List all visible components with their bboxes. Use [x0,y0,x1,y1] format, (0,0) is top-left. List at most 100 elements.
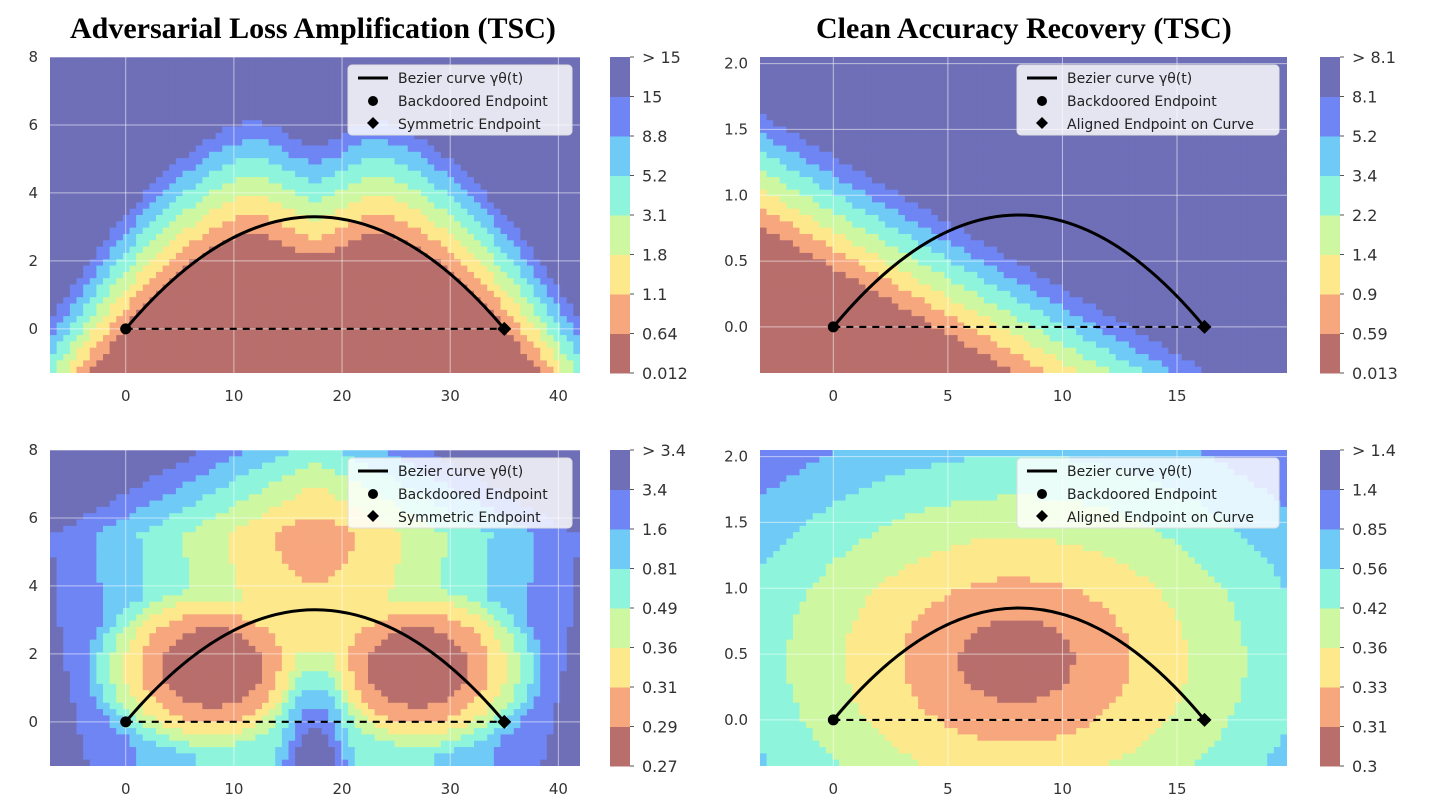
colorbar-tick-label: 1.1 [642,285,667,304]
legend-entry: Backdoored Endpoint [1067,94,1217,110]
legend: Bezier curve γθ(t) Backdoored Endpoint Ali… [1016,64,1280,136]
legend-diamond-swatch [367,117,379,129]
colorbar-tick-label: 1.6 [642,520,667,539]
x-tick-label: 10 [1053,387,1072,405]
colorbar-band [1320,608,1340,648]
legend-entry: Bezier curve γθ(t) [398,71,523,87]
y-tick-label: 1.0 [724,186,748,204]
colorbar-band [1320,450,1340,490]
colorbar-band [610,450,630,490]
colorbar-tick-label: 0.49 [642,599,678,618]
y-tick-label: 2.0 [724,55,748,73]
legend: Bezier curve γθ(t) Backdoored Endpoint Sym… [347,64,573,136]
colorbar-tick-label: 8.1 [1352,88,1377,107]
x-tick-label: 15 [1167,780,1186,798]
colorbar-tick-label: 0.27 [642,757,678,776]
legend: Bezier curve γθ(t) Backdoored Endpoint Ali… [1016,457,1280,529]
colorbar-tick-label: 15 [642,88,662,107]
x-tick-label: 20 [332,780,351,798]
y-tick-label: 0 [28,713,38,731]
colorbar-tick-label: > 15 [642,48,681,67]
y-tick-label: 1.5 [724,513,748,531]
x-tick-label: 15 [1167,387,1186,405]
legend-circle-swatch [368,96,378,106]
legend-entry: Bezier curve γθ(t) [1067,464,1192,480]
backdoored-endpoint-marker [827,714,839,726]
legend-entry: Backdoored Endpoint [1067,487,1217,503]
colorbar-tick-label: 3.1 [642,206,667,225]
colorbar-band [610,175,630,216]
colorbar-band [610,333,630,374]
colorbar-tick-label: 5.2 [1352,127,1377,146]
colorbar-tick-label: 0.42 [1352,599,1388,618]
legend-diamond-swatch [1036,510,1048,522]
legend-entry: Bezier curve γθ(t) [398,464,523,480]
x-tick-label: 20 [332,387,351,405]
chart-title-left: Adversarial Loss Amplification (TSC) [70,12,556,45]
legend-diamond-swatch [1036,117,1048,129]
x-tick-label: 5 [943,387,953,405]
backdoored-endpoint-marker [120,716,132,728]
y-tick-label: 8 [28,441,38,459]
legend-entry: Aligned Endpoint on Curve [1067,510,1254,526]
x-tick-label: 40 [549,387,568,405]
colorbar-band [610,489,630,530]
x-tick-label: 30 [441,387,460,405]
legend-entry: Symmetric Endpoint [398,510,541,526]
colorbar-tick-label: 0.56 [1352,560,1388,579]
second-endpoint-marker [497,714,512,729]
colorbar-band [1320,294,1340,334]
y-tick-label: 6 [28,116,38,134]
x-tick-label: 10 [1053,780,1072,798]
colorbar-band [610,96,630,137]
colorbar-band [1320,254,1340,295]
backdoored-endpoint-marker [120,323,132,335]
chart-title-right: Clean Accuracy Recovery (TSC) [816,12,1232,45]
colorbar-band [1320,333,1340,374]
colorbar-tick-label: 5.2 [642,167,667,186]
colorbar-tick-label: 0.31 [642,678,678,697]
bezier-curve [832,606,1206,721]
colorbar-band [610,568,630,609]
y-tick-label: 1.5 [724,120,748,138]
y-tick-label: 8 [28,48,38,66]
colorbar-band [610,687,630,727]
legend-entry: Aligned Endpoint on Curve [1067,117,1254,133]
colorbar-tick-label: 2.2 [1352,206,1377,225]
colorbar-band [610,608,630,648]
y-tick-label: 0 [28,320,38,338]
y-tick-label: 0.5 [724,252,748,270]
x-tick-label: 5 [943,780,953,798]
colorbar-tick-label: 0.33 [1352,678,1388,697]
y-tick-label: 2 [28,645,38,663]
colorbar-tick-label: > 1.4 [1352,441,1396,460]
legend-diamond-swatch [367,510,379,522]
colorbar-band [1320,136,1340,176]
legend-circle-swatch [1037,96,1047,106]
colorbar-tick-label: 0.012 [642,364,688,383]
x-tick-label: 0 [121,780,131,798]
colorbar-band [1320,687,1340,727]
second-endpoint-marker [497,321,512,336]
colorbar-tick-label: 0.59 [1352,325,1388,344]
colorbar-band [610,529,630,569]
colorbar-band [1320,215,1340,255]
colorbar-tick-label: 1.4 [1352,246,1377,265]
colorbar-band [1320,529,1340,569]
colorbar: 0.012 0.64 1.1 1.8 3.1 5.2 8.8 15 > 15 [610,48,688,383]
colorbar-band [1320,175,1340,216]
x-tick-label: 40 [549,780,568,798]
colorbar-band [1320,568,1340,609]
bezier-curve [832,213,1206,328]
colorbar-band [1320,647,1340,688]
colorbar: 0.013 0.59 0.9 1.4 2.2 3.4 5.2 8.1 > 8.1 [1320,48,1398,383]
colorbar-band [1320,57,1340,97]
colorbar-tick-label: > 8.1 [1352,48,1396,67]
y-tick-label: 0.0 [724,318,748,336]
x-tick-label: 30 [441,780,460,798]
y-tick-label: 2 [28,252,38,270]
colorbar-tick-label: 3.4 [1352,167,1377,186]
legend-entry: Backdoored Endpoint [398,94,548,110]
